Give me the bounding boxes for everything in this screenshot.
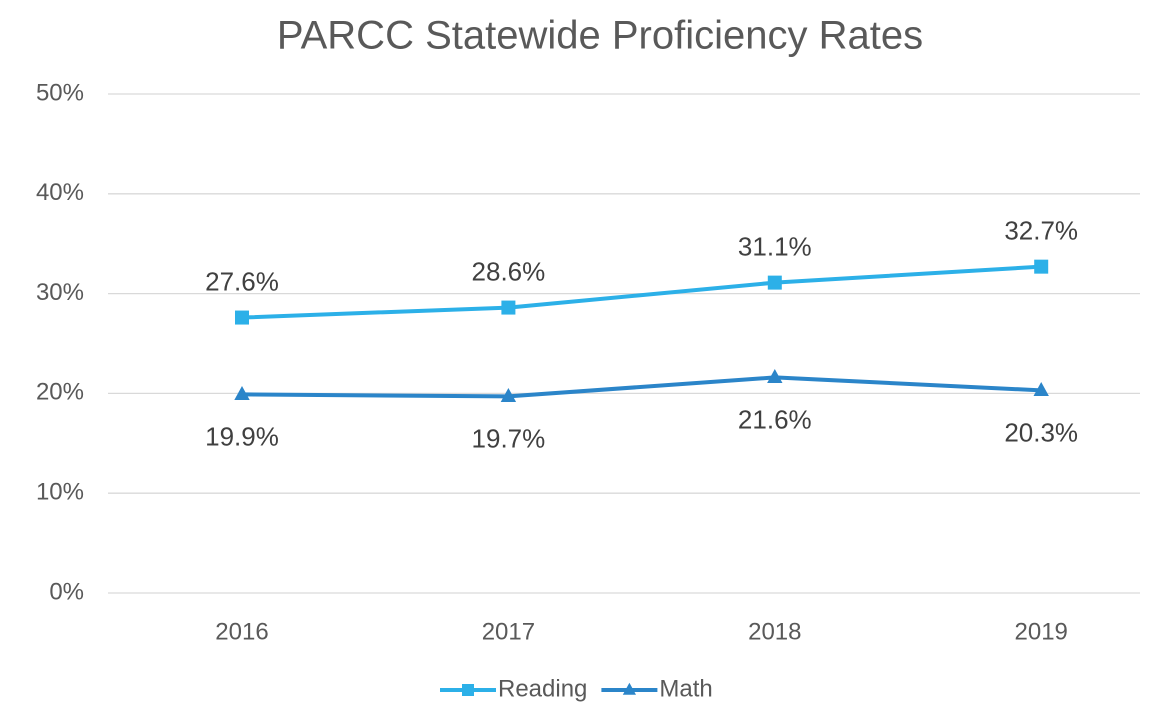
x-tick-label: 2018 xyxy=(748,618,801,645)
marker xyxy=(767,275,782,290)
series-line xyxy=(241,264,1042,320)
marker xyxy=(462,684,474,696)
marker xyxy=(767,369,783,384)
y-tick-label: 10% xyxy=(36,479,84,506)
y-tick-label: 30% xyxy=(36,279,84,306)
series-line xyxy=(241,375,1042,399)
marker xyxy=(235,310,249,325)
data-label: 20.3% xyxy=(1004,417,1078,447)
marker xyxy=(501,300,516,315)
data-label: 19.7% xyxy=(472,423,546,453)
marker xyxy=(622,682,637,695)
data-label: 19.9% xyxy=(205,421,279,451)
legend-label: Math xyxy=(659,675,712,702)
data-label: 21.6% xyxy=(738,404,812,434)
y-tick-label: 50% xyxy=(36,79,84,106)
legend-label: Reading xyxy=(498,675,587,702)
data-label: 32.7% xyxy=(1004,216,1078,246)
y-tick-label: 40% xyxy=(36,179,84,206)
marker xyxy=(500,387,517,402)
marker xyxy=(1034,259,1049,274)
data-label: 31.1% xyxy=(738,231,812,261)
x-tick-label: 2019 xyxy=(1015,618,1068,645)
y-tick-label: 20% xyxy=(36,379,84,406)
x-tick-label: 2017 xyxy=(482,618,535,645)
x-tick-label: 2016 xyxy=(215,618,268,645)
marker xyxy=(234,385,250,400)
y-tick-label: 0% xyxy=(49,578,84,605)
chart-title: PARCC Statewide Proficiency Rates xyxy=(277,14,923,58)
data-label: 27.6% xyxy=(205,266,279,296)
marker xyxy=(1033,382,1049,397)
data-label: 28.6% xyxy=(472,256,546,286)
